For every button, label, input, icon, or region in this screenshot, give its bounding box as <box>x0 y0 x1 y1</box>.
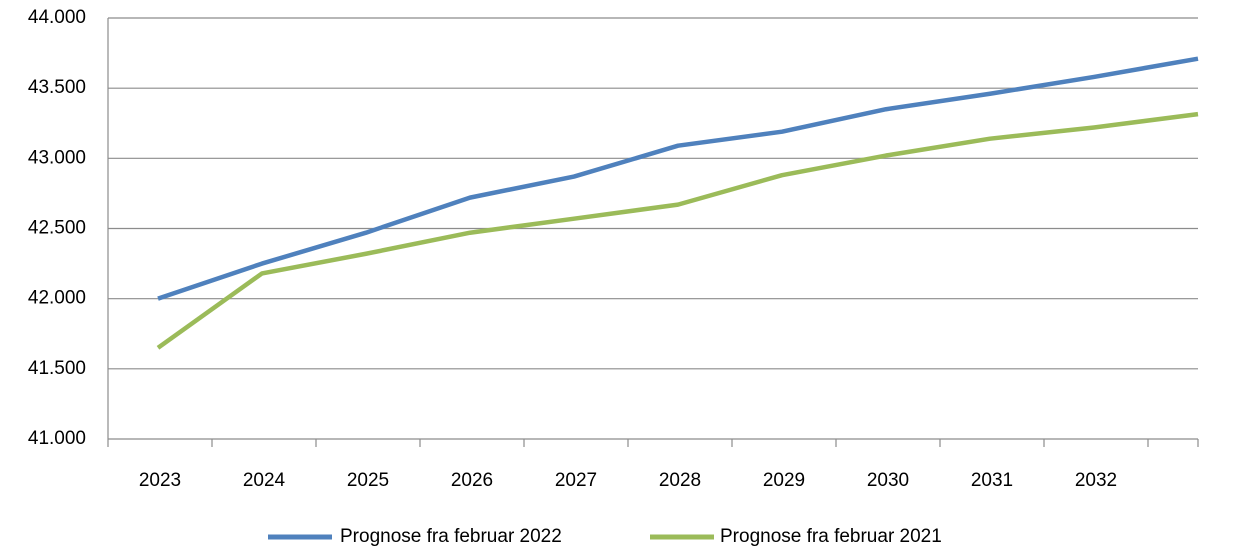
x-tick-label: 2023 <box>139 470 181 491</box>
y-tick-label: 44.000 <box>28 7 86 28</box>
y-tick-label: 42.000 <box>28 288 86 309</box>
y-tick-label: 42.500 <box>28 218 86 239</box>
legend-label: Prognose fra februar 2021 <box>720 526 942 546</box>
y-tick-label: 43.500 <box>28 77 86 98</box>
legend-label: Prognose fra februar 2022 <box>340 526 562 546</box>
x-tick-label: 2026 <box>451 470 493 491</box>
x-tick-label: 2029 <box>763 470 805 491</box>
x-tick-label: 2024 <box>243 470 286 491</box>
x-tick-label: 2031 <box>971 470 1013 491</box>
line <box>157 56 1199 301</box>
y-tick-label: 41.500 <box>28 358 86 379</box>
y-tick-label: 41.000 <box>28 428 86 449</box>
x-tick-label: 2030 <box>867 470 909 491</box>
x-tick-label: 2028 <box>659 470 701 491</box>
x-tick-label: 2032 <box>1075 470 1117 491</box>
y-tick-label: 43.000 <box>28 147 86 168</box>
x-tick-label: 2025 <box>347 470 389 491</box>
line <box>156 111 1199 350</box>
x-tick-label: 2027 <box>555 470 597 491</box>
